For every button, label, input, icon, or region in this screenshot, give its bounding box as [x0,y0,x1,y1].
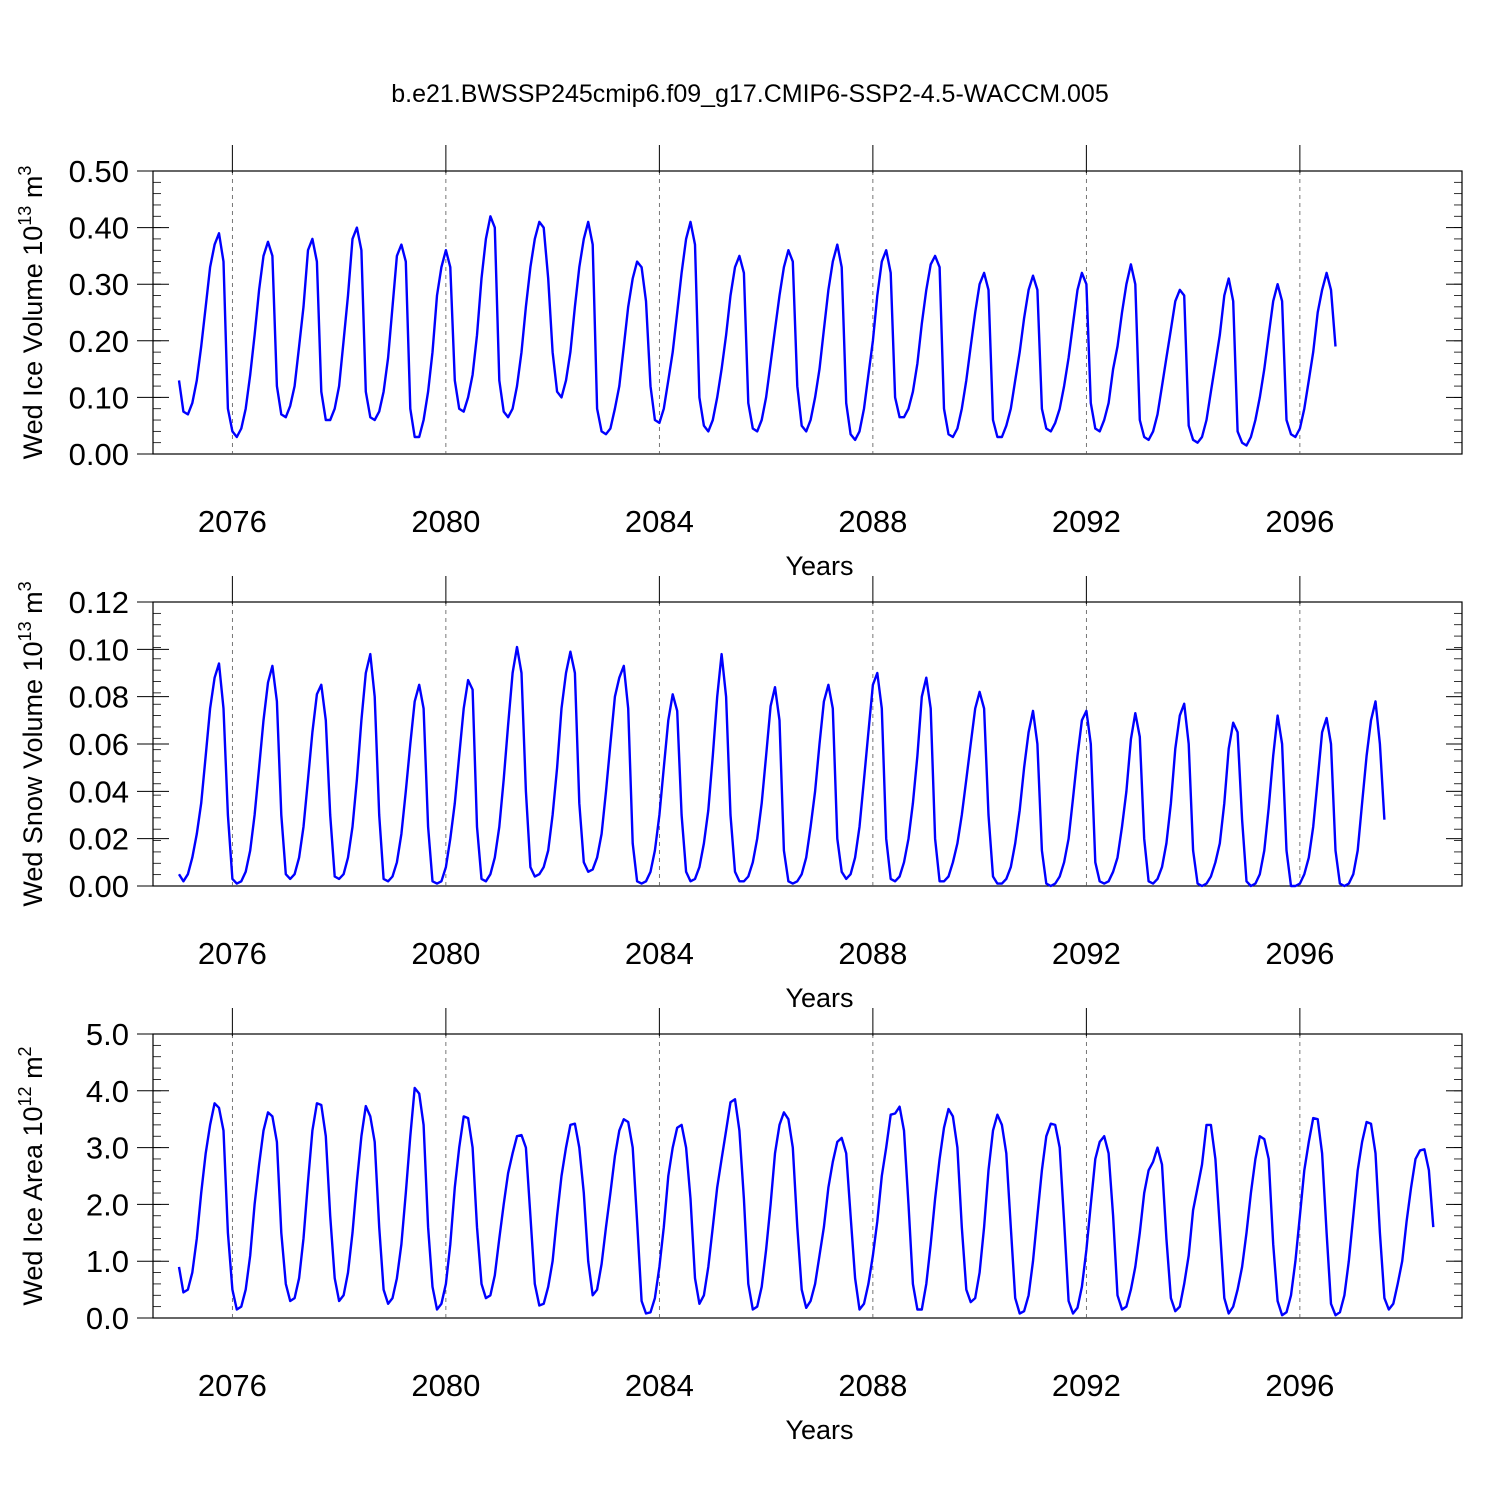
figure-title: b.e21.BWSSP245cmip6.f09_g17.CMIP6-SSP2-4… [391,80,1109,108]
x-tick-label: 2084 [625,936,694,971]
x-tick-label: 2096 [1265,936,1334,971]
chart-panel-3: 0.0 1.0 2.0 3.0 4.0 5.0 2076 2080 2084 2088 2092 20… [15,1008,1463,1445]
y-tick-label: 1.0 [86,1244,129,1279]
plot-frame [152,1033,1463,1319]
y-tick-label: 2.0 [86,1187,129,1222]
data-series-line [177,215,1337,447]
y-tick-label: 3.0 [86,1131,129,1166]
y-axis-label: Wed Ice Area 1012 m2 [15,1046,48,1305]
x-tick-label: 2080 [411,936,480,971]
x-axis-label: Years [785,551,853,581]
x-tick-label: 2076 [198,936,267,971]
x-tick-label: 2092 [1052,504,1121,539]
plot-frame [152,170,1463,455]
y-axis-label: Wed Snow Volume 1013 m3 [15,581,48,906]
x-tick-label: 2092 [1052,1368,1121,1403]
y-axis-label: Wed Ice Volume 1013 m3 [15,166,48,460]
y-tick-label: 0.10 [69,380,129,415]
y-tick-label: 0.50 [69,154,129,189]
x-tick-label: 2096 [1265,504,1334,539]
x-tick-label: 2076 [198,504,267,539]
y-tick-label: 4.0 [86,1074,129,1109]
y-tick-label: 0.30 [69,267,129,302]
x-tick-label: 2088 [838,1368,907,1403]
x-axis-label: Years [785,983,853,1013]
y-tick-label: 0.0 [86,1301,129,1336]
x-tick-label: 2088 [838,504,907,539]
y-tick-label: 0.40 [69,211,129,246]
chart-panel-2: 0.00 0.02 0.04 0.06 0.08 0.10 0.12 2076 2080 2084… [15,576,1463,1013]
x-tick-label: 2084 [625,504,694,539]
y-tick-label: 0.00 [69,437,129,472]
x-tick-label: 2080 [411,504,480,539]
y-tick-label: 0.02 [69,822,129,857]
y-tick-label: 0.06 [69,727,129,762]
y-tick-label: 0.00 [69,869,129,904]
y-tick-label: 0.10 [69,632,129,667]
x-tick-label: 2088 [838,936,907,971]
x-tick-label: 2080 [411,1368,480,1403]
data-series-line [177,1086,1435,1317]
x-tick-label: 2084 [625,1368,694,1403]
y-tick-label: 0.12 [69,585,129,620]
y-tick-label: 5.0 [86,1017,129,1052]
y-tick-label: 0.08 [69,680,129,715]
data-series-line [177,645,1386,888]
x-tick-label: 2092 [1052,936,1121,971]
x-tick-label: 2096 [1265,1368,1334,1403]
x-axis-label: Years [785,1415,853,1445]
x-tick-label: 2076 [198,1368,267,1403]
y-tick-label: 0.04 [69,774,129,809]
chart-panel-1: 0.00 0.10 0.20 0.30 0.40 0.50 2076 2080 2084 2088… [15,145,1463,581]
y-tick-label: 0.20 [69,324,129,359]
